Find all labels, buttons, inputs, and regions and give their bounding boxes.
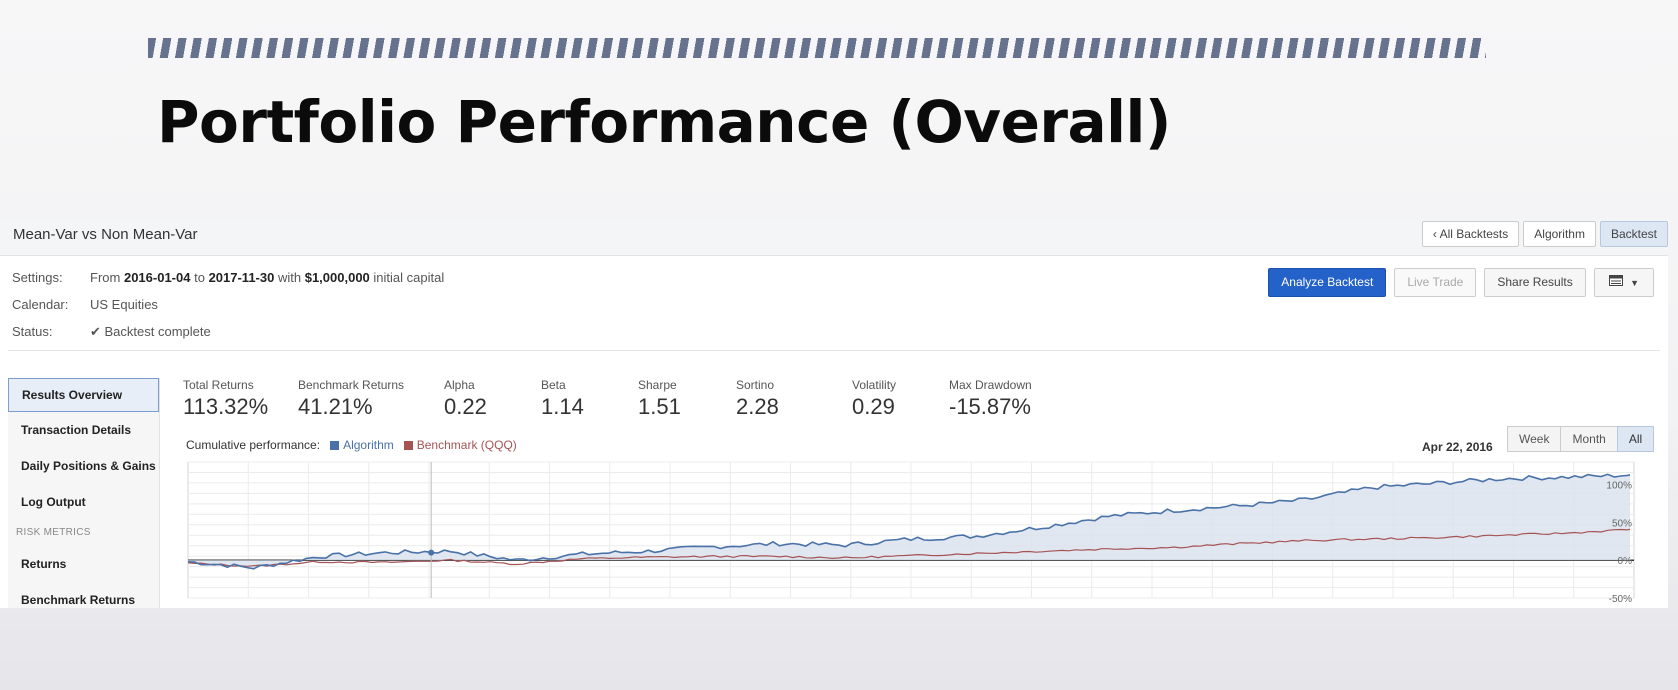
algorithm-area [188,474,1630,569]
legend-swatch-benchmark [403,441,413,450]
backtest-topbar: Mean-Var vs Non Mean-Var ‹ All Backtests… [0,218,1668,256]
y-tick-label: 0% [1618,556,1633,567]
backtest-name: Mean-Var vs Non Mean-Var [13,226,198,243]
action-buttons: Analyze Backtest Live Trade Share Result… [1268,268,1654,297]
calendar-icon [1608,275,1623,286]
metrics-row: Total Returns 113.32% Benchmark Returns … [183,378,1083,428]
settings-label: Settings: [12,270,63,285]
status-label: Status: [12,324,53,339]
legend-benchmark-label: Benchmark (QQQ) [416,438,517,452]
settings-row: Settings: From 2016-01-04 to 2017-11-30 … [12,270,444,297]
capital-suffix: initial capital [373,270,445,285]
range-week-button[interactable]: Week [1507,426,1562,452]
all-backtests-button[interactable]: ‹ All Backtests [1421,221,1520,247]
status-text: Backtest complete [104,324,211,339]
settings-block: Settings: From 2016-01-04 to 2017-11-30 … [12,270,444,351]
end-date: 2017-11-30 [208,270,275,285]
y-tick-label: 100% [1606,481,1632,492]
sidebar-item-results-overview[interactable]: Results Overview [8,378,159,412]
metric-total-returns: Total Returns 113.32% [183,378,268,420]
legend-swatch-algorithm [330,441,340,450]
status-value: ✔ Backtest complete [90,324,211,351]
metric-sortino: Sortino 2.28 [736,378,779,420]
start-date: 2016-01-04 [123,270,191,285]
from-text: From [90,270,121,285]
metric-volatility: Volatility 0.29 [852,378,896,420]
backtest-panel: Mean-Var vs Non Mean-Var ‹ All Backtests… [0,218,1668,608]
metric-value: 1.51 [638,394,681,419]
range-all-button[interactable]: All [1616,426,1655,452]
legend-benchmark[interactable]: Benchmark (QQQ) [403,438,517,452]
metric-value: 113.32% [183,394,269,419]
live-trade-button[interactable]: Live Trade [1394,268,1477,297]
range-month-button[interactable]: Month [1560,426,1618,452]
check-icon: ✔ [90,324,105,339]
metric-max-drawdown: Max Drawdown -15.87% [949,378,1032,420]
calendar-label: Calendar: [12,297,69,312]
metric-value: 0.22 [444,394,487,419]
backtest-tab[interactable]: Backtest [1599,221,1668,247]
metric-value: 2.28 [736,394,779,419]
caret-down-icon: ▼ [1630,278,1639,288]
metric-label: Volatility [852,378,897,392]
calendar-value: US Equities [90,297,158,312]
legend-algorithm[interactable]: Algorithm [330,438,394,452]
algorithm-tab[interactable]: Algorithm [1523,221,1596,247]
y-tick-label: 50% [1612,518,1632,529]
decorative-stripe [148,38,1486,58]
analyze-backtest-button[interactable]: Analyze Backtest [1268,268,1387,297]
topnav: ‹ All Backtests Algorithm Backtest [1421,221,1668,247]
chart-title: Cumulative performance: [186,438,321,452]
sidebar-item-returns[interactable]: Returns [21,557,67,571]
selected-date: Apr 22, 2016 [1422,440,1493,454]
sidebar-item-benchmark-returns[interactable]: Benchmark Returns [21,593,136,607]
chart-legend: Cumulative performance: Algorithm Benchm… [186,438,517,452]
benchmark-series-line [187,528,1631,567]
metric-value: 41.21% [298,394,373,419]
sidebar-item-transaction-details[interactable]: Transaction Details [21,423,132,437]
cumulative-performance-chart: 100% 50% 0% -50% [186,458,1658,602]
settings-value: From 2016-01-04 to 2017-11-30 with $1,00… [90,270,444,297]
metric-value: -15.87% [949,394,1031,419]
legend-algorithm-label: Algorithm [343,438,394,452]
metric-benchmark-returns: Benchmark Returns 41.21% [298,378,404,420]
metric-label: Sharpe [638,378,677,392]
initial-capital: $1,000,000 [304,270,370,285]
to-text: to [194,270,205,285]
performance-chart-svg: 100% 50% 0% -50% [187,461,1635,602]
hover-marker-point [428,549,435,556]
divider [8,350,1660,351]
with-text: with [277,270,302,285]
metric-value: 1.14 [541,394,584,419]
status-row: Status: ✔ Backtest complete [12,324,444,351]
metric-label: Max Drawdown [949,378,1032,392]
share-results-button[interactable]: Share Results [1484,268,1586,297]
metric-label: Sortino [736,378,775,392]
metric-label: Beta [541,378,566,392]
range-selector: Week Month All [1507,426,1655,452]
y-tick-label: -50% [1609,594,1632,602]
sidebar: Results Overview Transaction Details Dai… [8,378,160,608]
metric-label: Benchmark Returns [298,378,405,392]
metric-value: 0.29 [852,394,895,419]
slide-title: Portfolio Performance (Overall) [157,88,1171,156]
metric-label: Alpha [444,378,475,392]
calendar-row: Calendar: US Equities [12,297,444,324]
metric-alpha: Alpha 0.22 [444,378,487,420]
sidebar-item-log-output[interactable]: Log Output [21,495,86,509]
metric-sharpe: Sharpe 1.51 [638,378,681,420]
chevron-left-icon: ‹ [1432,227,1440,241]
all-backtests-label: All Backtests [1439,227,1509,241]
calendar-dropdown-button[interactable]: ▼ [1593,268,1654,297]
sidebar-item-daily-positions[interactable]: Daily Positions & Gains [21,459,156,473]
metric-label: Total Returns [183,378,254,392]
risk-metrics-heading: RISK METRICS [16,527,91,538]
metric-beta: Beta 1.14 [541,378,584,420]
